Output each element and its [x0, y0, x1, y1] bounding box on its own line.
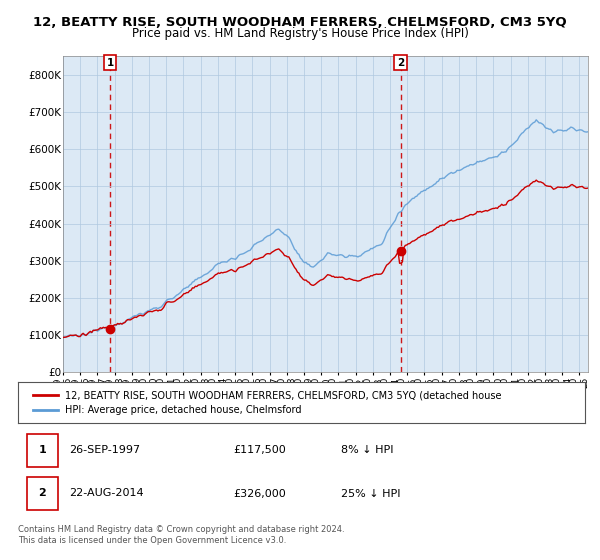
Text: 2: 2: [38, 488, 46, 498]
FancyBboxPatch shape: [26, 433, 58, 466]
Text: 1: 1: [106, 58, 113, 68]
Text: 22-AUG-2014: 22-AUG-2014: [69, 488, 143, 498]
Text: Price paid vs. HM Land Registry's House Price Index (HPI): Price paid vs. HM Land Registry's House …: [131, 27, 469, 40]
Text: 8% ↓ HPI: 8% ↓ HPI: [341, 445, 394, 455]
Text: Contains HM Land Registry data © Crown copyright and database right 2024.
This d: Contains HM Land Registry data © Crown c…: [18, 525, 344, 545]
Text: £117,500: £117,500: [233, 445, 286, 455]
Legend: 12, BEATTY RISE, SOUTH WOODHAM FERRERS, CHELMSFORD, CM3 5YQ (detached house, HPI: 12, BEATTY RISE, SOUTH WOODHAM FERRERS, …: [29, 385, 507, 420]
Text: 1: 1: [38, 445, 46, 455]
Text: 12, BEATTY RISE, SOUTH WOODHAM FERRERS, CHELMSFORD, CM3 5YQ: 12, BEATTY RISE, SOUTH WOODHAM FERRERS, …: [33, 16, 567, 29]
FancyBboxPatch shape: [26, 477, 58, 510]
Text: 2: 2: [397, 58, 404, 68]
Text: £326,000: £326,000: [233, 488, 286, 498]
Text: 26-SEP-1997: 26-SEP-1997: [69, 445, 140, 455]
Text: 25% ↓ HPI: 25% ↓ HPI: [341, 488, 401, 498]
